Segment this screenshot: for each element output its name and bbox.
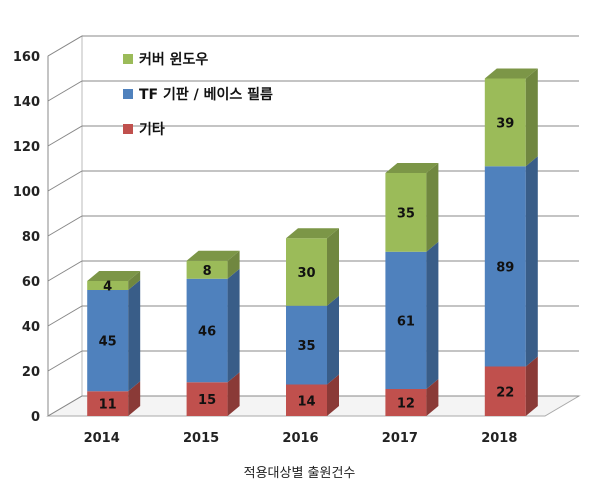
bar-segment [186, 382, 228, 416]
bar-top-face [186, 250, 240, 261]
axis-layer: 0 20 40 60 80 100 120 140 160 2014 2015 2016 2017 201… [13, 50, 518, 446]
data-label: 22 [496, 385, 514, 400]
bar-segment [385, 173, 427, 252]
bar-segment-side [426, 163, 439, 252]
bar-segment [87, 391, 129, 416]
y-tick-label: 40 [22, 320, 40, 335]
bar-segment [87, 281, 129, 290]
bar-segment-side [327, 228, 339, 306]
bar-segment-side [128, 271, 141, 290]
bar-top-face [87, 271, 141, 281]
x-tick-label: 2014 [84, 431, 120, 446]
legend-swatch [123, 89, 133, 99]
bar-segment [286, 238, 327, 306]
bar-segment [385, 251, 427, 389]
bar-segment-side [128, 280, 141, 392]
bar-layer [87, 68, 538, 416]
gridline [47, 125, 579, 147]
x-tick-label: 2015 [183, 431, 219, 446]
bar-segment [87, 290, 129, 392]
legend-swatch [123, 54, 133, 64]
bar-segment [385, 389, 427, 416]
bar-segment-side [525, 356, 538, 416]
bar-segment [186, 278, 228, 383]
x-tick-label: 2017 [382, 431, 418, 446]
x-axis-title: 적용대상별 출원건수 [243, 466, 356, 481]
label-layer: 11 15 14 12 22 45 46 35 61 89 4 8 30 35 39 [99, 116, 515, 412]
y-tick-label: 20 [22, 365, 40, 380]
legend-label: TF 기판 / 베이스 필름 [139, 86, 273, 103]
data-label: 35 [297, 339, 315, 354]
data-label: 61 [397, 314, 415, 329]
x-tick-label: 2016 [282, 431, 318, 446]
y-tick-label: 100 [13, 185, 40, 200]
bar-segment [484, 78, 526, 167]
bar-top-face [286, 228, 339, 239]
bar-segment-side [227, 268, 240, 383]
legend-label: 기타 [139, 122, 165, 138]
data-label: 8 [203, 264, 212, 279]
gridline [47, 35, 579, 57]
bar-segment-side [426, 241, 439, 389]
data-label: 14 [297, 394, 315, 409]
data-label: 30 [297, 266, 315, 281]
bar-segment-side [227, 250, 240, 279]
data-label: 12 [397, 397, 415, 412]
data-label: 4 [103, 280, 112, 295]
y-tick-label: 80 [22, 230, 40, 245]
bar-top-face [484, 68, 538, 79]
bar-segment-side [327, 295, 339, 385]
bar-top-face [385, 163, 439, 173]
y-tick-label: 160 [13, 50, 40, 65]
bar-segment-side [426, 379, 439, 416]
bar-segment [286, 384, 327, 416]
x-tick-label: 2018 [481, 431, 517, 446]
legend-label: 커버 윈도우 [139, 51, 208, 68]
bar-segment-side [525, 156, 538, 367]
y-tick-label: 140 [13, 95, 40, 110]
data-label: 46 [198, 325, 216, 340]
y-tick-label: 0 [31, 410, 40, 425]
y-tick-label: 60 [22, 275, 40, 290]
data-label: 15 [198, 393, 216, 408]
data-label: 45 [99, 335, 117, 350]
bar-segment [186, 260, 228, 279]
y-tick-label: 120 [13, 140, 40, 155]
bar-segment [286, 305, 327, 385]
data-label: 89 [496, 260, 514, 275]
bar-segment [484, 166, 526, 367]
data-label: 39 [496, 116, 514, 131]
bar-segment [484, 366, 526, 416]
legend-swatch [123, 124, 133, 134]
bar-segment-side [128, 381, 141, 416]
gridline [47, 80, 579, 102]
data-label: 11 [99, 398, 117, 413]
bar-segment-side [525, 68, 538, 167]
bar-segment-side [227, 372, 240, 416]
data-label: 35 [397, 206, 415, 221]
bar-segment-side [327, 374, 339, 416]
